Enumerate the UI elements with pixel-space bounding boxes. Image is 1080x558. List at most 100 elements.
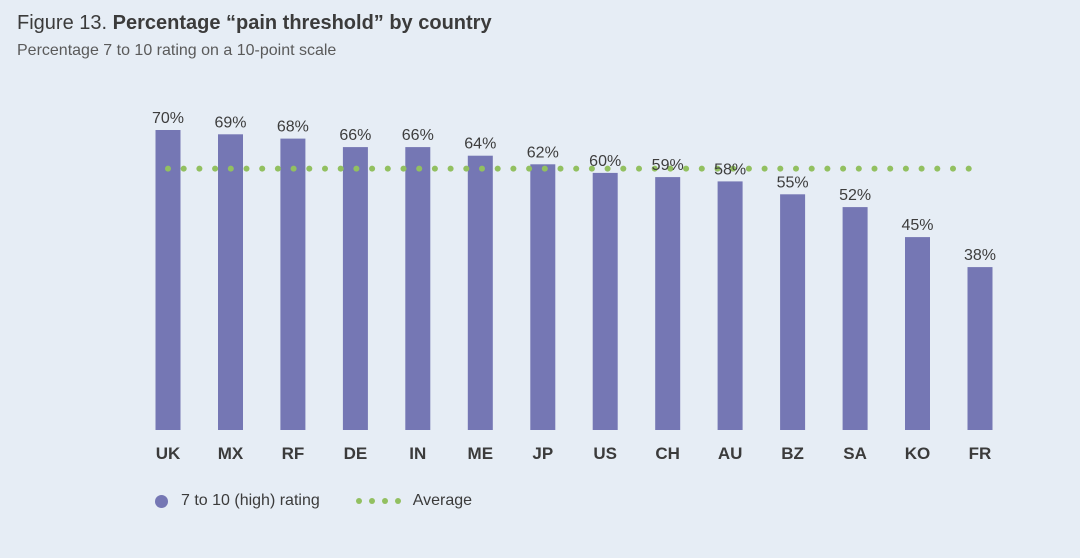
chart-title-text: Percentage “pain threshold” by country bbox=[112, 12, 492, 34]
value-label-au: 58% bbox=[714, 161, 746, 178]
average-dot bbox=[667, 165, 674, 172]
average-dot bbox=[510, 165, 517, 172]
value-label-fr: 38% bbox=[964, 247, 996, 264]
value-label-bz: 55% bbox=[777, 174, 809, 191]
average-dot bbox=[683, 165, 690, 172]
average-dot bbox=[447, 165, 454, 172]
legend-label-series: 7 to 10 (high) rating bbox=[181, 492, 320, 509]
average-dot bbox=[479, 165, 485, 172]
average-dot bbox=[400, 165, 407, 172]
category-label-ko: KO bbox=[905, 444, 931, 463]
average-dot bbox=[840, 165, 847, 172]
chart-subtitle: Percentage 7 to 10 rating on a 10-point … bbox=[17, 42, 337, 59]
bar-rf bbox=[280, 138, 306, 430]
chart-title: Figure 13. Percentage “pain threshold” b… bbox=[17, 12, 492, 35]
average-dot bbox=[227, 165, 234, 172]
average-dot bbox=[714, 165, 721, 172]
bars-group bbox=[155, 130, 993, 431]
average-dot bbox=[259, 165, 266, 172]
bar-chart: 70% 69% 68% 66% 66% 64% 62% 60% 59% 58% 55% 52% 45% 3… bbox=[152, 110, 996, 463]
average-dot bbox=[588, 165, 595, 172]
legend-swatch-series bbox=[155, 494, 168, 508]
category-label-fr: FR bbox=[969, 444, 992, 463]
average-dot bbox=[494, 165, 501, 172]
average-dot bbox=[902, 165, 909, 172]
bar-uk bbox=[155, 130, 181, 430]
average-dot bbox=[212, 165, 219, 172]
bar-mx bbox=[218, 134, 243, 431]
category-label-jp: JP bbox=[532, 444, 553, 463]
average-dot bbox=[745, 165, 752, 172]
average-dot bbox=[369, 165, 376, 172]
average-dot bbox=[196, 165, 203, 172]
value-label-us: 60% bbox=[589, 153, 621, 170]
average-dot bbox=[761, 165, 768, 172]
bar-sa bbox=[842, 207, 868, 430]
average-dot bbox=[918, 165, 925, 172]
value-label-ch: 59% bbox=[652, 157, 684, 174]
category-label-me: ME bbox=[468, 444, 494, 463]
value-label-ko: 45% bbox=[901, 217, 933, 234]
average-dot bbox=[526, 165, 533, 172]
category-label-mx: MX bbox=[218, 444, 244, 463]
value-label-sa: 52% bbox=[839, 187, 871, 204]
average-dot bbox=[777, 165, 784, 172]
bar-fr bbox=[967, 267, 993, 430]
value-label-de: 66% bbox=[339, 127, 371, 144]
legend-swatch-average bbox=[355, 498, 401, 504]
average-dot bbox=[651, 165, 658, 172]
value-label-in: 66% bbox=[402, 127, 434, 144]
average-dot bbox=[306, 165, 313, 172]
average-dot bbox=[165, 165, 171, 172]
average-dot bbox=[871, 165, 878, 172]
average-dot bbox=[887, 165, 894, 172]
bar-ko bbox=[905, 237, 930, 430]
average-dot bbox=[808, 165, 815, 172]
average-dot bbox=[243, 165, 250, 172]
legend-item-average: Average bbox=[320, 492, 472, 510]
average-dot bbox=[636, 165, 642, 172]
category-label-in: IN bbox=[409, 444, 426, 463]
average-line bbox=[165, 165, 972, 172]
average-dot bbox=[274, 165, 281, 172]
bar-ch bbox=[655, 177, 681, 430]
average-dot bbox=[463, 165, 470, 172]
value-label-uk: 70% bbox=[152, 110, 184, 127]
value-label-me: 64% bbox=[464, 136, 496, 153]
average-dot bbox=[557, 165, 564, 172]
average-dot bbox=[824, 165, 831, 172]
bar-in bbox=[405, 147, 431, 430]
average-dot bbox=[698, 165, 705, 172]
legend-label-average: Average bbox=[412, 492, 473, 509]
category-label-ch: CH bbox=[655, 444, 680, 463]
average-dot bbox=[950, 165, 956, 172]
average-dot bbox=[322, 165, 328, 172]
average-dot bbox=[934, 165, 941, 172]
value-label-mx: 69% bbox=[214, 114, 246, 131]
category-label-uk: UK bbox=[156, 444, 181, 463]
legend-item-series: 7 to 10 (high) rating bbox=[155, 492, 320, 510]
figure-number: Figure 13. bbox=[17, 12, 113, 34]
average-dot bbox=[965, 165, 972, 172]
average-dot bbox=[573, 165, 580, 172]
value-labels-group: 70% 69% 68% 66% 66% 64% 62% 60% 59% 58% 55% 52% 45% 3… bbox=[152, 110, 996, 264]
average-dot bbox=[290, 165, 297, 172]
category-label-de: DE bbox=[344, 444, 368, 463]
bar-au bbox=[717, 181, 743, 430]
category-label-us: US bbox=[593, 444, 617, 463]
average-dot bbox=[416, 165, 423, 172]
average-dot bbox=[793, 165, 799, 172]
average-dot bbox=[855, 165, 862, 172]
legend: 7 to 10 (high) rating Average bbox=[155, 492, 472, 510]
average-dot bbox=[431, 165, 438, 172]
bar-bz bbox=[780, 194, 806, 430]
average-dot bbox=[620, 165, 627, 172]
value-label-rf: 68% bbox=[277, 119, 309, 136]
average-dot bbox=[353, 165, 360, 172]
average-dot bbox=[337, 165, 344, 172]
average-dot bbox=[384, 165, 391, 172]
average-dot bbox=[730, 165, 737, 172]
category-label-au: AU bbox=[718, 444, 743, 463]
category-label-rf: RF bbox=[282, 444, 305, 463]
bar-us bbox=[592, 172, 618, 430]
